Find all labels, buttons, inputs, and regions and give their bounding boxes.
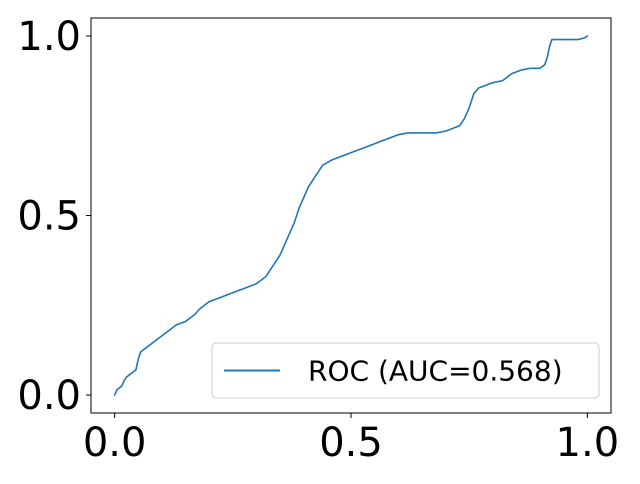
x-axis-ticks: 0.0 0.5 1.0 bbox=[83, 413, 619, 466]
legend: ROC (AUC=0.568) bbox=[211, 342, 600, 399]
x-tick-label: 0.5 bbox=[319, 420, 383, 466]
plot-area bbox=[113, 35, 589, 396]
y-tick-label: 1.0 bbox=[17, 14, 81, 60]
y-tick-label: 0.0 bbox=[17, 373, 81, 419]
series-line-0 bbox=[113, 35, 589, 396]
legend-box bbox=[211, 342, 600, 399]
legend-label: ROC (AUC=0.568) bbox=[308, 355, 563, 388]
y-axis-ticks: 0.0 0.5 1.0 bbox=[17, 14, 91, 419]
y-tick-label: 0.5 bbox=[17, 194, 81, 240]
x-tick-label: 1.0 bbox=[556, 420, 620, 466]
x-tick-label: 0.0 bbox=[83, 420, 147, 466]
